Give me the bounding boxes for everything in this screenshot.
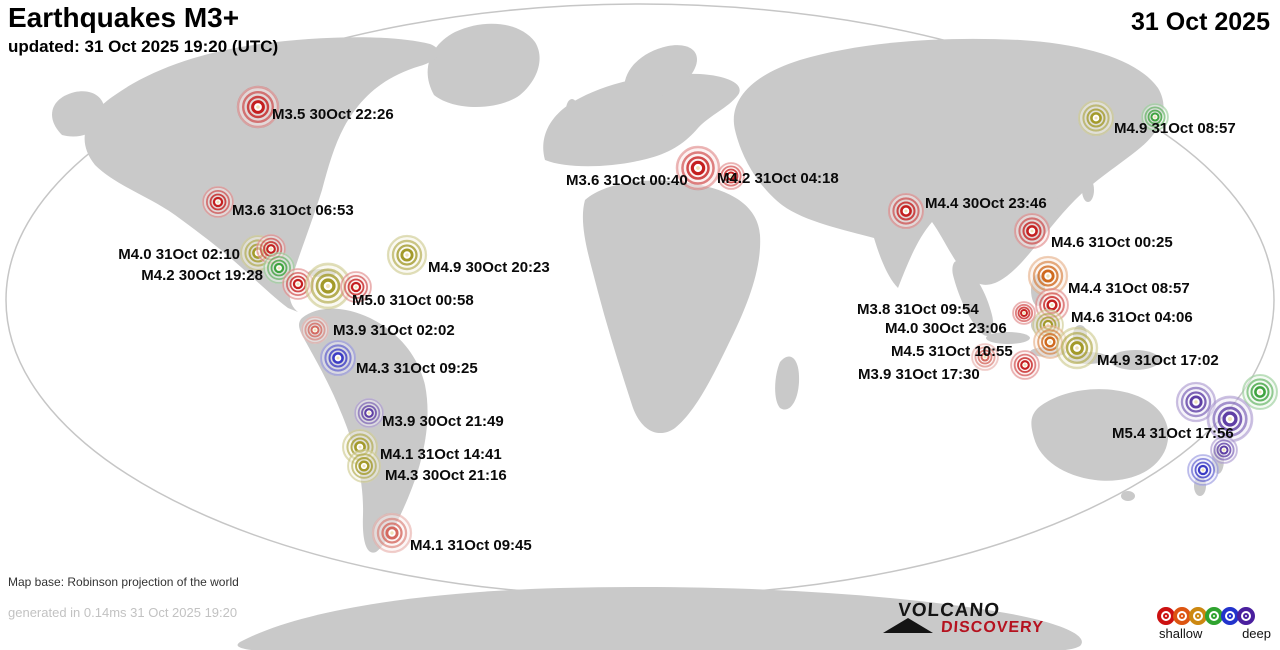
quake-label: M4.9 30Oct 20:23 bbox=[428, 259, 550, 276]
updated-timestamp: updated: 31 Oct 2025 19:20 (UTC) bbox=[8, 37, 279, 56]
region-british-isles bbox=[566, 99, 578, 121]
volcano-icon bbox=[883, 618, 933, 633]
quake-marker[interactable] bbox=[1187, 454, 1219, 486]
quake-marker[interactable] bbox=[304, 262, 352, 310]
depth-legend-icons bbox=[1157, 607, 1277, 625]
region-tasmania bbox=[1121, 491, 1135, 501]
region-sumatra bbox=[986, 332, 1030, 344]
quake-marker[interactable] bbox=[887, 192, 925, 230]
quake-marker[interactable] bbox=[354, 398, 384, 428]
quake-marker[interactable] bbox=[347, 449, 381, 483]
quake-label: M4.9 31Oct 08:57 bbox=[1114, 120, 1236, 137]
quake-marker[interactable] bbox=[717, 162, 745, 190]
quake-label: M4.6 31Oct 00:25 bbox=[1051, 234, 1173, 251]
quake-label: M5.4 31Oct 17:56 bbox=[1112, 425, 1234, 442]
quake-marker[interactable] bbox=[1141, 103, 1169, 131]
quake-marker-layer bbox=[202, 85, 1279, 554]
quake-marker[interactable] bbox=[1241, 373, 1279, 411]
quake-marker[interactable] bbox=[971, 343, 999, 371]
region-alaska bbox=[52, 91, 105, 137]
continent-africa bbox=[582, 180, 761, 434]
quake-marker[interactable] bbox=[675, 145, 721, 191]
depth-legend: shallow deep bbox=[1157, 607, 1277, 641]
quake-marker[interactable] bbox=[1077, 99, 1115, 137]
continent-asia bbox=[733, 38, 1164, 288]
legend-deep-label: deep bbox=[1242, 626, 1271, 641]
page-title: Earthquakes M3+ bbox=[8, 2, 240, 33]
region-indochina bbox=[952, 260, 994, 336]
quake-label: M4.1 31Oct 09:45 bbox=[410, 537, 532, 554]
depth-legend-ring bbox=[1237, 607, 1255, 625]
volcanodiscovery-logo[interactable]: VOLCANO DISCOVERY bbox=[883, 599, 1045, 641]
quake-label: M4.1 31Oct 14:41 bbox=[380, 446, 502, 463]
quake-label: M4.3 31Oct 09:25 bbox=[356, 360, 478, 377]
generated-note: generated in 0.14ms 31 Oct 2025 19:20 bbox=[8, 605, 238, 620]
quake-marker[interactable] bbox=[1175, 381, 1217, 423]
quake-label: M3.8 31Oct 09:54 bbox=[857, 301, 979, 318]
quake-label: M5.0 31Oct 00:58 bbox=[352, 292, 474, 309]
quake-label: M4.2 30Oct 19:28 bbox=[141, 267, 263, 284]
quake-label: M3.6 31Oct 06:53 bbox=[232, 202, 354, 219]
logo-discovery-text: DISCOVERY bbox=[940, 619, 1045, 636]
map-date: 31 Oct 2025 bbox=[1131, 8, 1270, 36]
continent-antarctica bbox=[237, 587, 1082, 650]
continent-greenland bbox=[427, 23, 540, 108]
continent-north-america bbox=[84, 37, 439, 312]
quake-marker[interactable] bbox=[1012, 301, 1036, 325]
continent-europe bbox=[543, 73, 740, 167]
quake-marker[interactable] bbox=[1055, 326, 1099, 370]
quake-marker[interactable] bbox=[1210, 436, 1238, 464]
quake-marker[interactable] bbox=[340, 271, 372, 303]
region-new-guinea bbox=[1110, 350, 1160, 370]
quake-label: M3.9 30Oct 21:49 bbox=[382, 413, 504, 430]
quake-label: M3.6 31Oct 00:40 bbox=[566, 172, 688, 189]
quake-label: M4.9 31Oct 17:02 bbox=[1097, 352, 1219, 369]
region-japan bbox=[1082, 178, 1094, 202]
continent-australia bbox=[1031, 389, 1169, 481]
quake-marker[interactable] bbox=[236, 85, 280, 129]
quake-marker[interactable] bbox=[202, 186, 234, 218]
quake-label: M4.4 31Oct 08:57 bbox=[1068, 280, 1190, 297]
quake-label: M4.4 30Oct 23:46 bbox=[925, 195, 1047, 212]
quake-marker[interactable] bbox=[371, 512, 413, 554]
quake-marker[interactable] bbox=[301, 316, 329, 344]
region-madagascar bbox=[775, 356, 800, 410]
quake-marker[interactable] bbox=[1013, 212, 1051, 250]
quake-label: M4.0 31Oct 02:10 bbox=[118, 246, 240, 263]
quake-label: M4.3 30Oct 21:16 bbox=[385, 467, 507, 484]
region-scandinavia bbox=[624, 45, 697, 101]
map-base-note: Map base: Robinson projection of the wor… bbox=[8, 575, 239, 589]
quake-label: M4.6 31Oct 04:06 bbox=[1071, 309, 1193, 326]
quake-marker[interactable] bbox=[386, 234, 428, 276]
quake-label: M4.2 31Oct 04:18 bbox=[717, 170, 839, 187]
quake-label: M3.9 31Oct 02:02 bbox=[333, 322, 455, 339]
quake-label: M3.9 31Oct 17:30 bbox=[858, 366, 980, 383]
quake-label: M4.5 31Oct 10:55 bbox=[891, 343, 1013, 360]
region-korea bbox=[1057, 187, 1067, 203]
legend-shallow-label: shallow bbox=[1159, 626, 1203, 641]
quake-label: M4.0 30Oct 23:06 bbox=[885, 320, 1007, 337]
quake-label: M3.5 30Oct 22:26 bbox=[272, 106, 394, 123]
quake-marker[interactable] bbox=[319, 339, 357, 377]
region-japan-north bbox=[1097, 148, 1107, 168]
quake-marker[interactable] bbox=[1010, 350, 1040, 380]
quake-marker[interactable] bbox=[1206, 395, 1254, 443]
